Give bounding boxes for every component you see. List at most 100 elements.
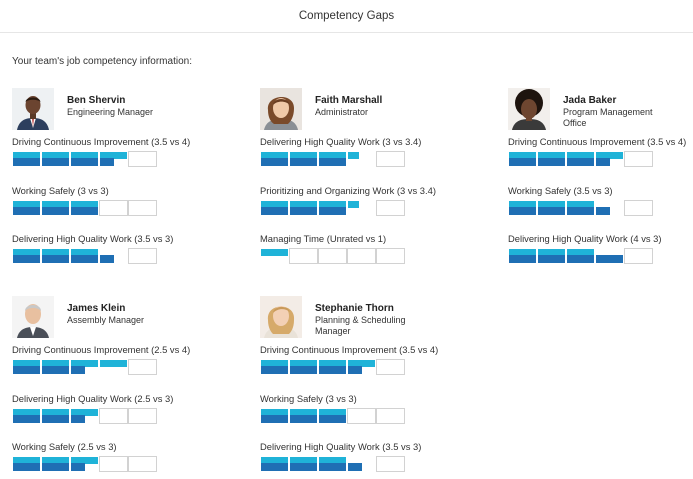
actual-level-fill	[596, 255, 623, 263]
actual-level-fill	[290, 415, 317, 423]
actual-level-fill	[319, 463, 346, 471]
actual-level-fill	[538, 207, 565, 215]
required-level-fill	[538, 201, 565, 208]
required-level-fill	[348, 201, 359, 208]
actual-level-fill	[538, 158, 565, 166]
rating-segment	[376, 151, 405, 167]
required-level-fill	[319, 201, 346, 208]
rating-segment	[289, 151, 318, 167]
competency-bar	[12, 408, 242, 424]
actual-level-fill	[319, 207, 346, 215]
rating-segment	[12, 359, 41, 375]
rating-segment	[508, 248, 537, 264]
man-portrait-avatar[interactable]	[12, 296, 54, 338]
competency-label: Driving Continuous Improvement (3.5 vs 4…	[508, 136, 687, 147]
rating-segment	[318, 359, 347, 375]
member-role: Assembly Manager	[67, 315, 145, 325]
required-level-fill	[13, 457, 40, 464]
rating-segment	[41, 248, 70, 264]
required-level-fill	[13, 249, 40, 256]
required-level-fill	[261, 409, 288, 416]
competency-bar	[12, 248, 242, 264]
rating-segment	[99, 248, 128, 264]
required-level-fill	[71, 457, 98, 464]
rating-segment	[70, 248, 99, 264]
actual-level-fill	[71, 158, 98, 166]
required-level-fill	[509, 249, 536, 256]
person-header: Faith Marshall Administrator	[260, 88, 490, 136]
person-header: Stephanie Thorn Planning & Scheduling Ma…	[260, 296, 490, 344]
man-portrait-avatar[interactable]	[12, 88, 54, 130]
actual-level-fill	[348, 463, 362, 471]
required-level-fill	[100, 360, 127, 367]
competency-item: Working Safely (2.5 vs 3)	[12, 441, 242, 472]
rating-segment	[537, 200, 566, 216]
intro-text: Your team's job competency information:	[12, 56, 192, 67]
actual-level-fill	[261, 158, 288, 166]
actual-level-fill	[348, 366, 362, 374]
rating-segment	[566, 200, 595, 216]
actual-level-fill	[42, 158, 69, 166]
actual-level-fill	[42, 415, 69, 423]
rating-segment	[347, 456, 376, 472]
competency-bar	[508, 200, 688, 216]
woman-portrait-avatar[interactable]	[260, 88, 302, 130]
required-level-fill	[509, 152, 536, 159]
actual-level-fill	[71, 463, 85, 471]
required-level-fill	[567, 152, 594, 159]
competency-bar	[260, 200, 490, 216]
actual-level-fill	[290, 158, 317, 166]
required-level-fill	[100, 152, 127, 159]
required-level-fill	[71, 360, 98, 367]
rating-segment	[41, 359, 70, 375]
competency-label: Delivering High Quality Work (4 vs 3)	[508, 233, 662, 244]
rating-segment	[128, 151, 157, 167]
competency-item: Delivering High Quality Work (3 vs 3.4)	[260, 136, 490, 167]
required-level-fill	[290, 201, 317, 208]
team-member-card: Jada Baker Program Management Office Dri…	[508, 88, 688, 264]
woman-portrait-avatar[interactable]	[260, 296, 302, 338]
actual-level-fill	[509, 158, 536, 166]
rating-segment	[318, 248, 347, 264]
rating-segment	[347, 408, 376, 424]
competency-item: Managing Time (Unrated vs 1)	[260, 233, 490, 264]
rating-segment	[566, 151, 595, 167]
rating-segment	[289, 456, 318, 472]
required-level-fill	[71, 201, 98, 208]
actual-level-fill	[290, 366, 317, 374]
team-member-card: Ben Shervin Engineering Manager Driving …	[12, 88, 242, 264]
actual-level-fill	[261, 463, 288, 471]
actual-level-fill	[319, 158, 346, 166]
actual-level-fill	[596, 158, 610, 166]
rating-segment	[12, 151, 41, 167]
required-level-fill	[348, 360, 375, 367]
required-level-fill	[567, 249, 594, 256]
rating-segment	[260, 200, 289, 216]
member-role: Engineering Manager	[67, 107, 154, 117]
competency-bar	[12, 359, 242, 375]
required-level-fill	[261, 457, 288, 464]
rating-segment	[289, 248, 318, 264]
rating-segment	[128, 248, 157, 264]
competency-bar	[260, 359, 490, 375]
required-level-fill	[42, 249, 69, 256]
rating-segment	[70, 456, 99, 472]
rating-segment	[12, 248, 41, 264]
required-level-fill	[290, 457, 317, 464]
required-level-fill	[319, 152, 346, 159]
competency-item: Driving Continuous Improvement (3.5 vs 4…	[260, 344, 490, 375]
rating-segment	[347, 359, 376, 375]
required-level-fill	[13, 409, 40, 416]
competency-label: Working Safely (2.5 vs 3)	[12, 441, 117, 452]
competency-item: Delivering High Quality Work (2.5 vs 3)	[12, 393, 242, 424]
woman-portrait-avatar[interactable]	[508, 88, 550, 130]
competency-bar	[260, 151, 490, 167]
actual-level-fill	[13, 158, 40, 166]
page-title: Competency Gaps	[298, 10, 395, 22]
rating-segment	[347, 151, 376, 167]
actual-level-fill	[71, 207, 98, 215]
rating-segment	[128, 408, 157, 424]
required-level-fill	[290, 152, 317, 159]
rating-segment	[260, 151, 289, 167]
rating-segment	[318, 151, 347, 167]
